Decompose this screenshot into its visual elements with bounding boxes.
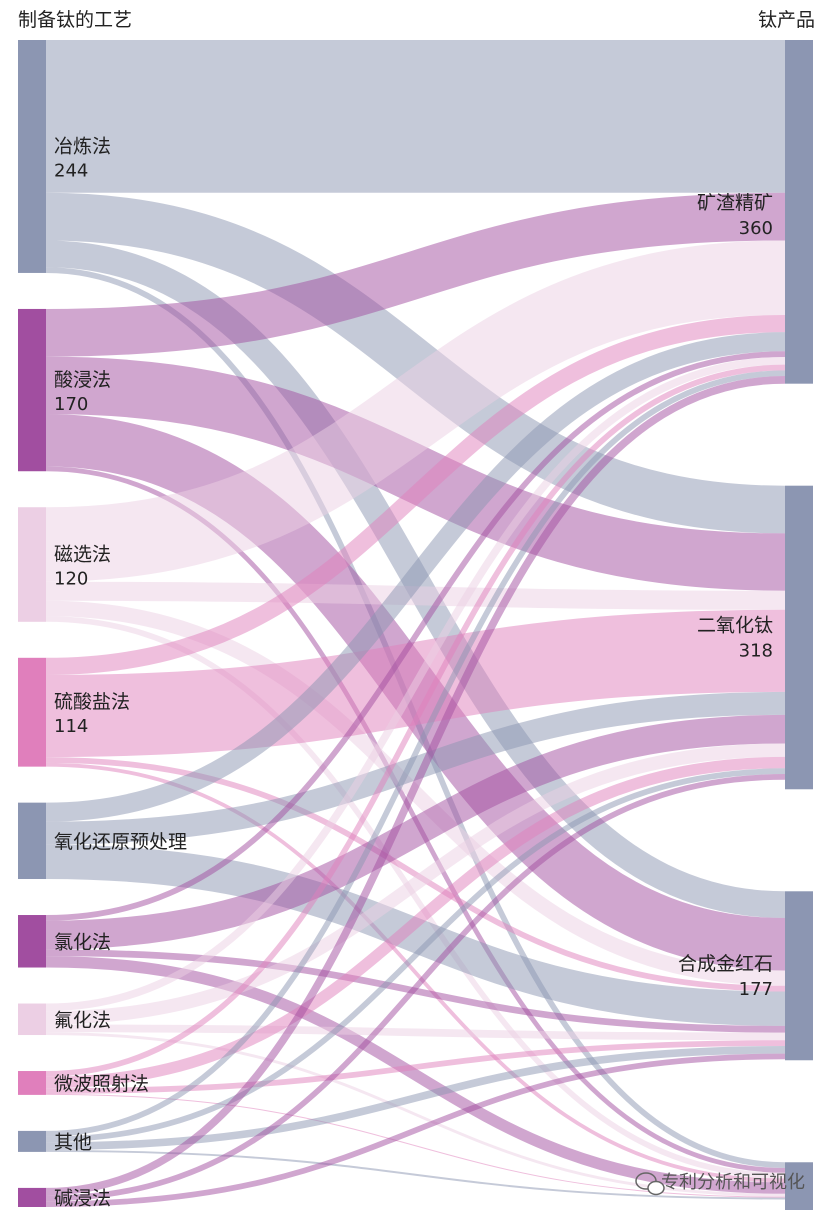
flow-link — [45, 756, 786, 1089]
target-node — [785, 40, 813, 384]
target-node — [785, 1162, 813, 1210]
watermark-text: 专利分析和可视化 — [661, 1172, 805, 1193]
flow-link — [45, 192, 786, 357]
target-node-label: 矿渣精矿 — [697, 192, 773, 214]
source-node-label: 酸浸法 — [54, 369, 111, 391]
flow-link — [45, 1032, 786, 1197]
watermark: 专利分析和可视化 — [635, 1172, 805, 1196]
left-column-header: 制备钛的工艺 — [18, 9, 132, 31]
flow-link — [45, 1053, 786, 1207]
source-node — [18, 1003, 46, 1036]
source-node-value: 114 — [54, 716, 88, 737]
source-node-label: 氯化法 — [54, 931, 111, 953]
flow-link — [45, 351, 786, 921]
source-node-label: 其他 — [54, 1131, 92, 1153]
source-node — [18, 308, 46, 472]
target-node-value: 177 — [739, 979, 773, 1000]
flow-link — [45, 356, 786, 1012]
source-node-label: 磁选法 — [54, 544, 111, 566]
target-node-value: 360 — [739, 218, 773, 239]
flow-link — [45, 364, 786, 1077]
wechat-icon — [635, 1172, 665, 1196]
flow-link — [45, 757, 786, 992]
target-node-label: 二氧化钛 — [697, 614, 773, 636]
flow-links — [45, 40, 786, 1207]
source-node — [18, 802, 46, 880]
flow-link — [45, 956, 786, 1194]
flow-link — [45, 691, 786, 845]
node-labels: 冶炼法 244 酸浸法 170 磁选法 120 硫酸盐法 114 氧化还原预处理氯化法氟化法微波… — [54, 135, 773, 1209]
source-node-label: 氧化还原预处理 — [54, 831, 187, 853]
target-node-value: 318 — [739, 640, 773, 661]
flow-link — [45, 581, 786, 610]
right-column-header: 钛产品 — [758, 9, 815, 31]
flow-link — [45, 314, 786, 675]
nodes — [18, 40, 813, 1210]
flow-link — [45, 844, 786, 1026]
source-node — [18, 507, 46, 622]
source-node — [18, 1130, 46, 1152]
flow-link — [45, 768, 786, 1143]
source-node-label: 硫酸盐法 — [54, 691, 130, 713]
source-node-value: 120 — [54, 569, 88, 590]
target-node-label: 合成金红石 — [678, 953, 773, 975]
flow-link — [45, 356, 786, 591]
source-node — [18, 915, 46, 968]
flow-link — [45, 743, 786, 1025]
flow-link — [45, 714, 786, 950]
source-node — [18, 657, 46, 767]
target-node — [785, 891, 813, 1061]
source-node — [18, 1187, 46, 1207]
source-node-label: 碱浸法 — [54, 1187, 111, 1209]
flow-link — [45, 1045, 786, 1150]
flow-link — [45, 1024, 786, 1041]
flow-link — [45, 370, 786, 1137]
source-node — [18, 40, 46, 273]
source-node-label: 微波照射法 — [54, 1073, 149, 1095]
source-node-label: 冶炼法 — [54, 135, 111, 157]
source-node — [18, 1071, 46, 1095]
flow-link — [45, 376, 786, 1196]
target-node — [785, 485, 813, 790]
flow-link — [45, 332, 786, 822]
source-node-value: 170 — [54, 394, 88, 415]
flow-link — [45, 1149, 786, 1200]
flow-link — [45, 774, 786, 1202]
source-node-value: 244 — [54, 160, 88, 181]
flow-link — [45, 1093, 786, 1198]
flow-link — [45, 192, 786, 534]
flow-link — [45, 240, 786, 582]
source-node-label: 氟化法 — [54, 1009, 111, 1031]
